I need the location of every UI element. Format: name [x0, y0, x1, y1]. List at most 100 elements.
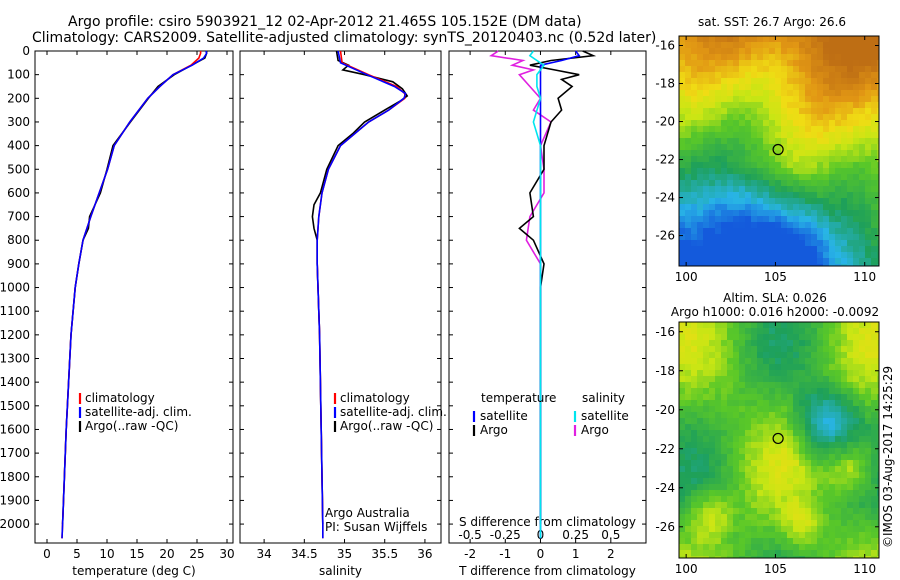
map-cell	[805, 102, 812, 109]
map-cell	[823, 168, 830, 175]
map-cell	[757, 192, 764, 199]
map-cell	[841, 210, 848, 217]
map-cell	[877, 246, 880, 253]
map-cell	[709, 234, 716, 241]
map-cell	[787, 538, 794, 545]
map-cell	[859, 460, 866, 467]
map-cell	[817, 532, 824, 539]
map-cell	[871, 240, 878, 247]
map-cell	[685, 376, 692, 383]
map-cell	[703, 258, 710, 265]
map-cell	[847, 36, 854, 43]
map-cell	[823, 478, 830, 485]
map-cell	[859, 222, 866, 229]
map-cell	[787, 120, 794, 127]
map-cell	[739, 48, 746, 55]
map-cell	[787, 114, 794, 121]
map-cell	[751, 376, 758, 383]
map-cell	[739, 54, 746, 61]
map-cell	[793, 406, 800, 413]
map-cell	[799, 228, 806, 235]
map-cell	[877, 198, 880, 205]
map-cell	[817, 496, 824, 503]
map-cell	[745, 358, 752, 365]
map-cell	[751, 400, 758, 407]
map-cell	[769, 180, 776, 187]
map-cell	[811, 460, 818, 467]
map-cell	[703, 436, 710, 443]
map-cell	[811, 436, 818, 443]
map-cell	[787, 520, 794, 527]
map-cell	[847, 54, 854, 61]
map-cell	[781, 144, 788, 151]
map-cell	[781, 168, 788, 175]
map-cell	[787, 48, 794, 55]
map-cell	[745, 526, 752, 533]
map-cell	[805, 36, 812, 43]
map-cell	[751, 340, 758, 347]
map-cell	[877, 556, 880, 559]
map-cell	[679, 508, 686, 515]
map-cell	[853, 144, 860, 151]
map-cell	[769, 466, 776, 473]
map-cell	[865, 328, 872, 335]
map-cell	[727, 532, 734, 539]
map-cell	[871, 234, 878, 241]
map-cell	[769, 246, 776, 253]
map-cell	[703, 114, 710, 121]
map-cell	[841, 228, 848, 235]
map-cell	[685, 252, 692, 259]
map-cell	[757, 156, 764, 163]
map-cell	[691, 538, 698, 545]
map-cell	[793, 48, 800, 55]
map-cell	[865, 496, 872, 503]
map-cell	[781, 120, 788, 127]
map-cell	[859, 550, 866, 557]
map-cell	[679, 216, 686, 223]
map-cell	[763, 412, 770, 419]
map-y-tick-label: -26	[655, 520, 675, 534]
map-cell	[739, 448, 746, 455]
map-cell	[691, 442, 698, 449]
map-cell	[817, 210, 824, 217]
map-cell	[817, 352, 824, 359]
map-cell	[811, 442, 818, 449]
map-cell	[751, 258, 758, 265]
map-cell	[775, 538, 782, 545]
map-cell	[871, 264, 878, 267]
map-cell	[877, 328, 880, 335]
map-cell	[811, 180, 818, 187]
map-cell	[703, 496, 710, 503]
map-cell	[697, 484, 704, 491]
map-cell	[721, 252, 728, 259]
map-cell	[685, 60, 692, 67]
map-cell	[715, 520, 722, 527]
map-cell	[697, 532, 704, 539]
map-cell	[745, 478, 752, 485]
map-cell	[727, 144, 734, 151]
map-cell	[871, 442, 878, 449]
map-cell	[751, 72, 758, 79]
map-cell	[787, 526, 794, 533]
map-cell	[793, 472, 800, 479]
map-cell	[757, 346, 764, 353]
map-cell	[691, 430, 698, 437]
map-cell	[733, 138, 740, 145]
map-cell	[697, 36, 704, 43]
map-cell	[823, 424, 830, 431]
map-cell	[697, 252, 704, 259]
map-cell	[823, 54, 830, 61]
map-cell	[811, 490, 818, 497]
map-cell	[739, 346, 746, 353]
map-cell	[703, 216, 710, 223]
map-cell	[751, 514, 758, 521]
map-cell	[865, 364, 872, 371]
map-cell	[811, 234, 818, 241]
map-cell	[793, 352, 800, 359]
map-cell	[757, 340, 764, 347]
map-cell	[859, 496, 866, 503]
map-cell	[745, 370, 752, 377]
map-cell	[799, 466, 806, 473]
map-cell	[823, 264, 830, 267]
map-cell	[733, 406, 740, 413]
